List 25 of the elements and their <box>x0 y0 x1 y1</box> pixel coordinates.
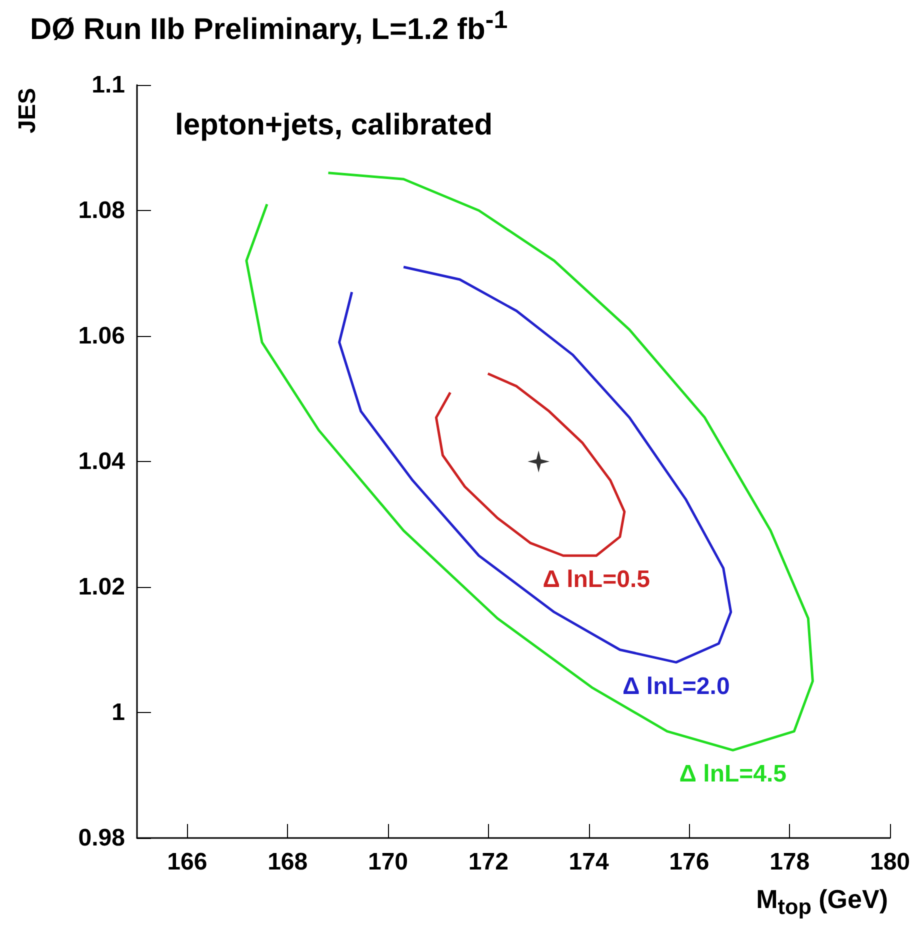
x-tick-label: 170 <box>368 848 408 876</box>
chart-title: DØ Run IIb Preliminary, L=1.2 fb$^{-1}$ <box>30 6 508 47</box>
x-tick-label: 168 <box>268 848 308 876</box>
x-tick-label: 180 <box>870 848 910 876</box>
x-tick-label: 172 <box>468 848 508 876</box>
x-tick-label: 178 <box>770 848 810 876</box>
series-label: Δ lnL=2.0 <box>622 672 730 700</box>
x-tick-label: 166 <box>167 848 208 876</box>
x-tick-label: 174 <box>568 848 610 876</box>
x-axis-title: M$_{top}$ (GeV) <box>756 884 888 920</box>
line-series <box>338 266 732 664</box>
y-tick-label: 0.98 <box>78 824 125 852</box>
y-axis-title: JES <box>14 88 42 134</box>
x-tick-label: 176 <box>669 848 710 876</box>
y-tick-label: 1.08 <box>78 197 125 224</box>
y-tick-label: 1 <box>112 699 125 726</box>
y-tick-label: 1.04 <box>78 448 126 475</box>
y-tick-label: 1.1 <box>92 72 125 98</box>
series-label: Δ lnL=0.5 <box>542 566 650 594</box>
annotation: lepton+jets, calibrated <box>175 108 493 142</box>
line-series <box>434 372 626 557</box>
y-tick-label: 1.02 <box>78 574 125 600</box>
line-series <box>245 172 814 752</box>
y-tick-label: 1.06 <box>78 322 125 350</box>
series-label: Δ lnL=4.5 <box>679 760 787 788</box>
